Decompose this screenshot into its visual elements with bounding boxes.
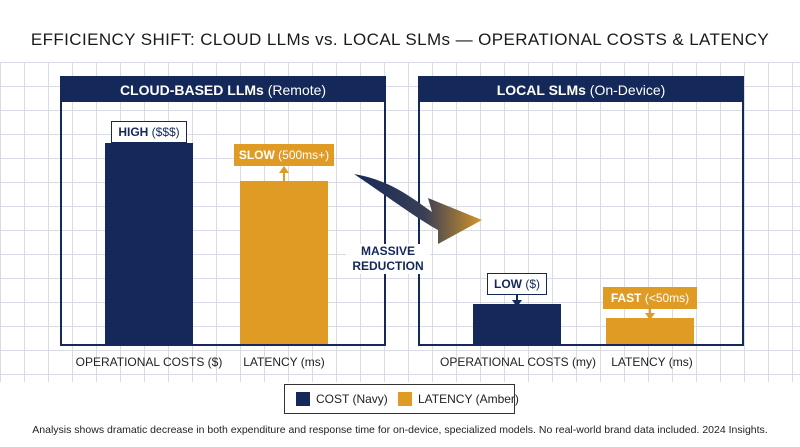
legend-swatch-cost: [296, 392, 310, 406]
legend-label-cost: COST (Navy): [316, 392, 388, 406]
local-cost-arrow-shaft: [516, 295, 518, 301]
cloud-panel-header: CLOUD-BASED LLMs (Remote): [62, 78, 384, 102]
bar-local-cost: [473, 304, 561, 344]
chart-title: EFFICIENCY SHIFT: CLOUD LLMs vs. LOCAL S…: [30, 30, 770, 49]
cloud-latency-badge: SLOW (500ms+): [234, 144, 334, 166]
reduction-label-line-2: REDUCTION: [352, 259, 424, 273]
cloud-panel-title-rest: (Remote): [263, 82, 327, 98]
cloud-latency-arrow-up-icon: [279, 166, 289, 173]
local-cost-badge: LOW ($): [487, 273, 547, 295]
local-cost-arrow-down-icon: [512, 300, 522, 307]
local-latency-badge: FAST (<50ms): [603, 287, 697, 309]
cloud-xlabel-cost: OPERATIONAL COSTS ($): [75, 355, 223, 369]
footnote: Analysis shows dramatic decrease in both…: [32, 424, 768, 436]
reduction-label: MASSIVE REDUCTION: [346, 244, 430, 274]
local-latency-badge-rest: (<50ms): [641, 291, 690, 305]
legend: COST (Navy) LATENCY (Amber): [284, 384, 519, 414]
local-latency-arrow-shaft: [649, 309, 651, 314]
local-xlabel-cost: OPERATIONAL COSTS (my): [440, 355, 597, 369]
cloud-latency-badge-rest: (500ms+): [274, 148, 330, 162]
local-cost-badge-rest: ($): [522, 277, 540, 291]
cloud-cost-badge-rest: ($$$): [148, 125, 180, 139]
local-latency-arrow-down-icon: [645, 313, 655, 320]
reduction-arrow-icon: [354, 174, 482, 244]
cloud-cost-badge-bold: HIGH: [118, 125, 149, 139]
bar-cloud-cost: [105, 143, 193, 344]
local-cost-badge-bold: LOW: [494, 277, 522, 291]
cloud-cost-arrow-shaft: [148, 149, 150, 160]
local-panel-title-bold: LOCAL SLMs: [496, 82, 586, 98]
local-xlabel-latency: LATENCY (ms): [611, 355, 693, 369]
local-latency-badge-bold: FAST: [610, 291, 642, 305]
legend-swatch-latency: [398, 392, 412, 406]
cloud-latency-arrow-shaft: [283, 172, 285, 189]
cloud-latency-badge-bold: SLOW: [238, 148, 275, 162]
bar-cloud-latency: [240, 181, 328, 344]
local-panel-title-rest: (On-Device): [585, 82, 666, 98]
bar-local-latency: [606, 318, 694, 344]
cloud-cost-arrow-up-icon: [144, 143, 154, 150]
legend-label-latency: LATENCY (Amber): [418, 392, 519, 406]
cloud-cost-badge: HIGH ($$$): [111, 121, 187, 143]
cloud-panel: CLOUD-BASED LLMs (Remote): [60, 76, 386, 346]
reduction-label-line-1: MASSIVE: [360, 244, 415, 258]
local-panel-header: LOCAL SLMs (On-Device): [420, 78, 742, 102]
cloud-panel-title-bold: CLOUD-BASED LLMs: [119, 82, 264, 98]
cloud-xlabel-latency: LATENCY (ms): [243, 355, 325, 369]
